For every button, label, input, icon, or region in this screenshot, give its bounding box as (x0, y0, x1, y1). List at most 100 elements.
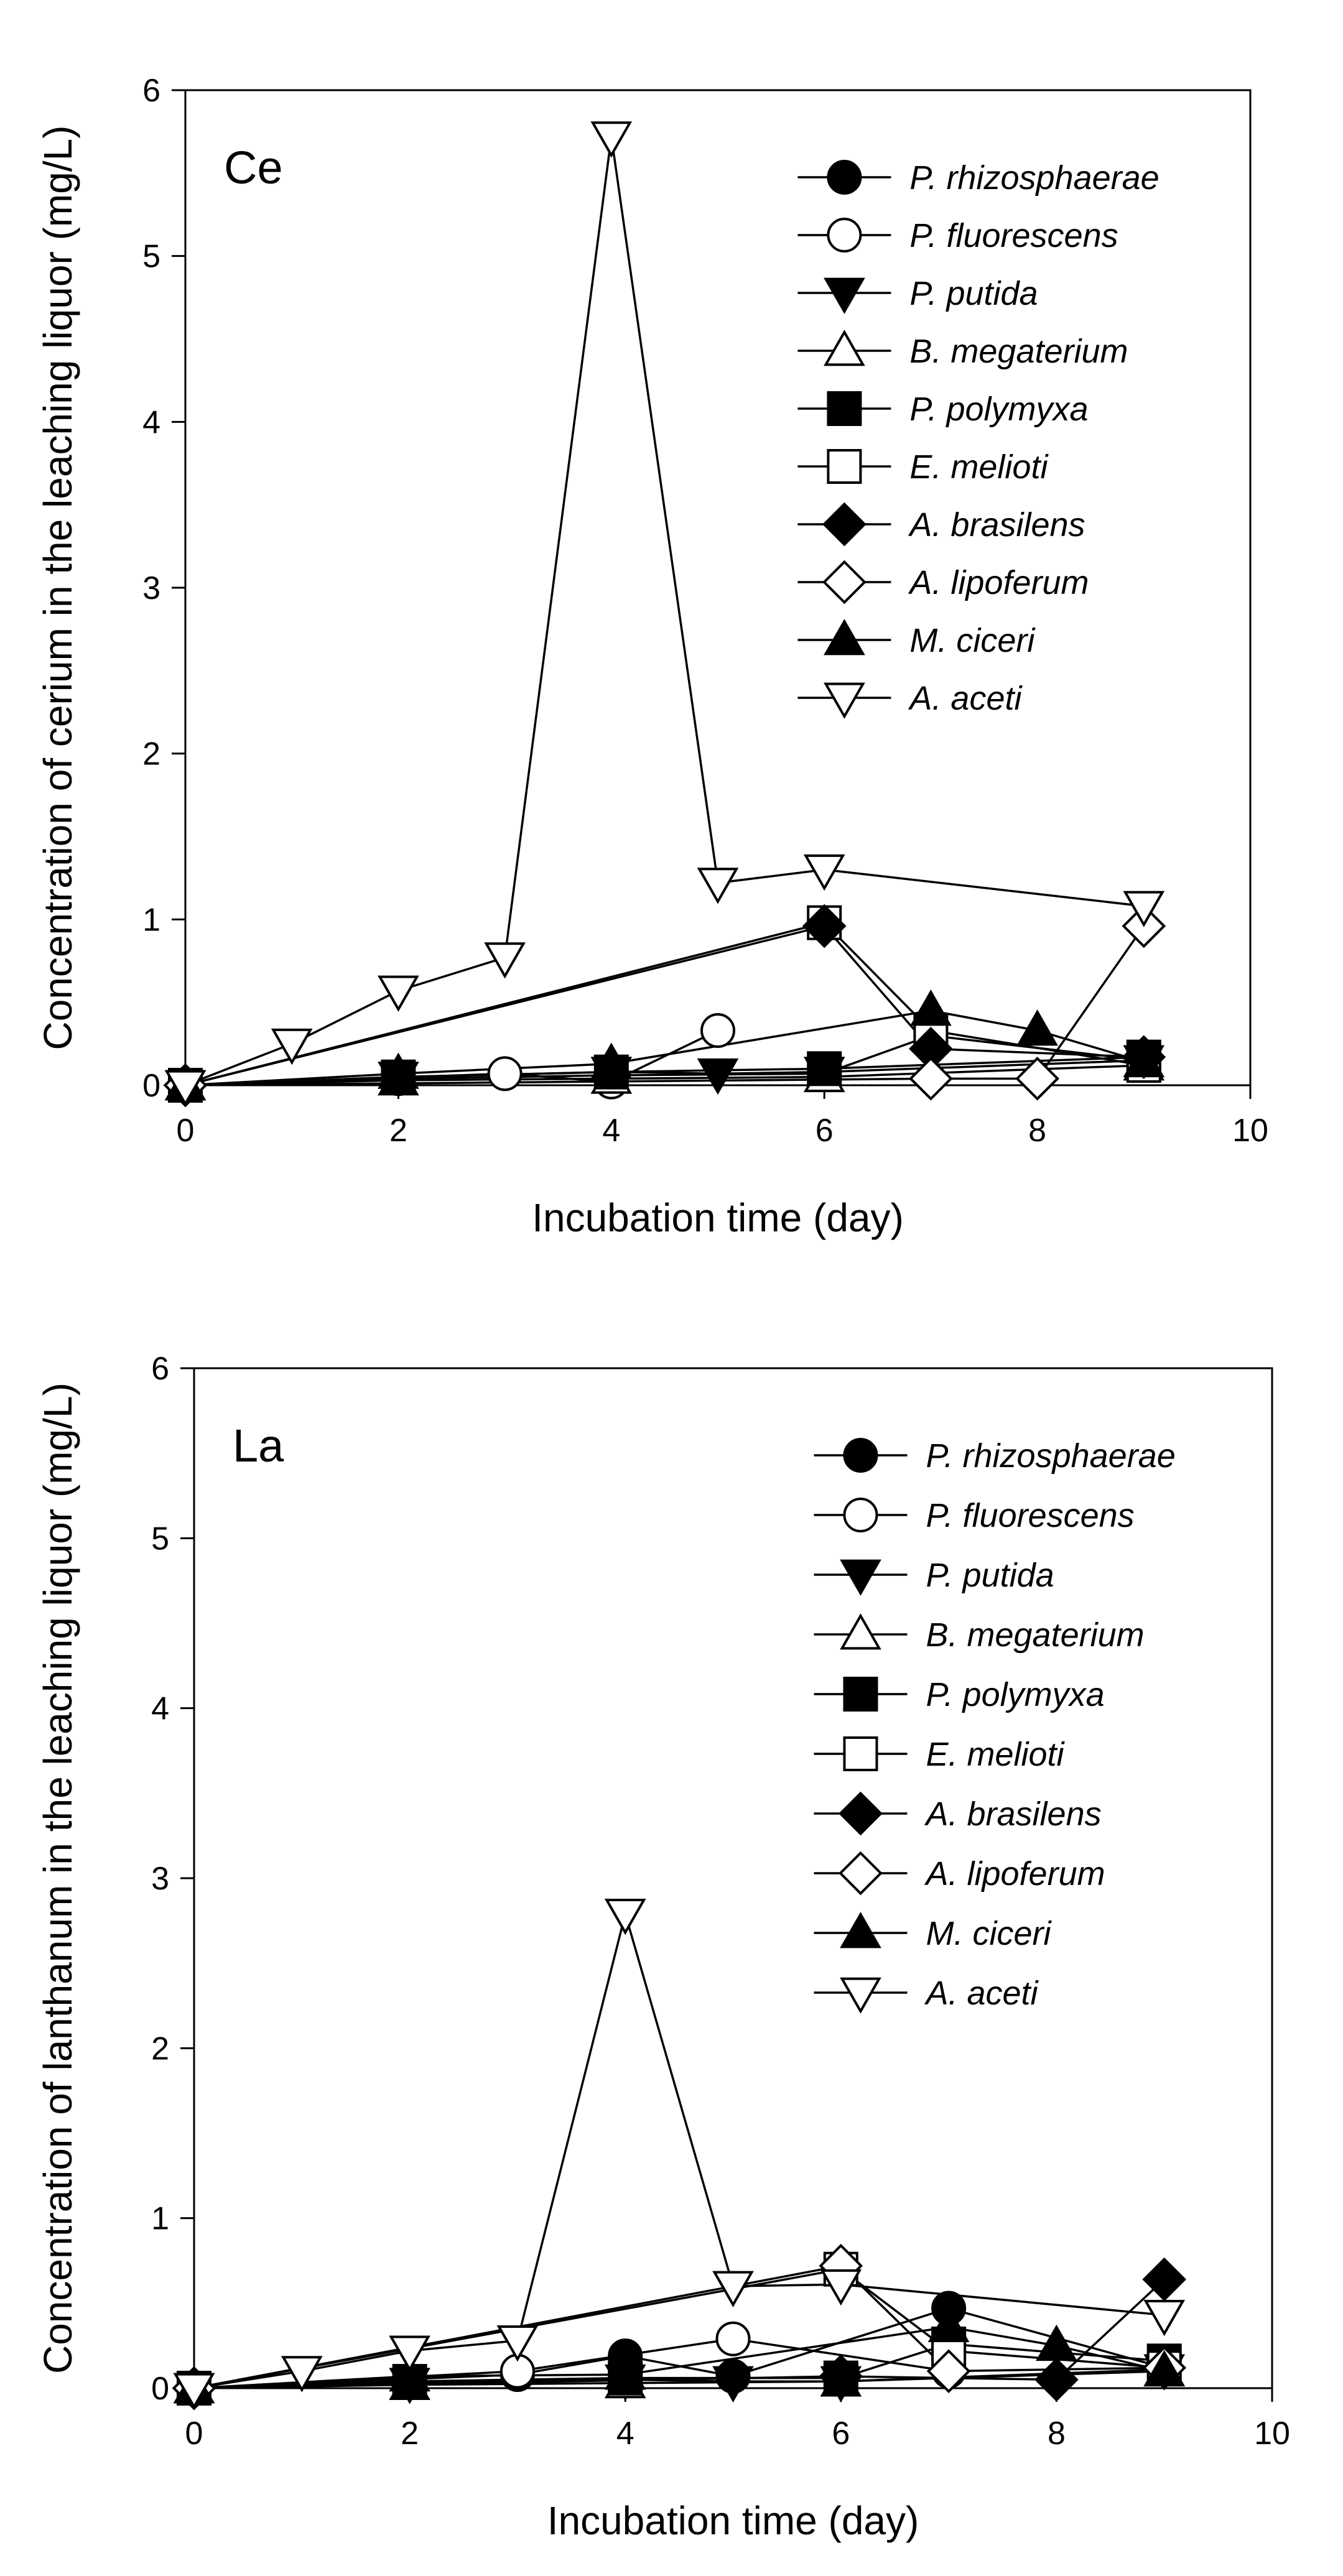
series-a-aceti (173, 1898, 1186, 2409)
y-tick-label: 0 (151, 2371, 169, 2407)
legend-marker-p-putida (840, 1559, 881, 1596)
legend-label: P. putida (909, 275, 1038, 312)
legend-item-a-brasilens: A. brasilens (797, 502, 1085, 547)
y-tick-label: 3 (151, 1861, 169, 1897)
data-point-a-lipoferum (1015, 1057, 1059, 1101)
data-point-m-ciceri (1016, 1009, 1058, 1046)
legend-label: P. polymyxa (926, 1676, 1104, 1713)
legend-label: P. polymyxa (909, 391, 1088, 428)
y-tick-label: 2 (151, 2031, 169, 2067)
x-tick-label: 0 (185, 2416, 203, 2452)
legend-marker-m-ciceri (840, 1912, 881, 1948)
legend-label: P. rhizosphaerae (909, 159, 1159, 197)
legend-label: P. putida (926, 1557, 1054, 1594)
legend-item-p-rhizosphaerae: P. rhizosphaerae (814, 1437, 1176, 1475)
legend-item-a-brasilens: A. brasilens (814, 1791, 1102, 1836)
legend-label: A. brasilens (908, 506, 1085, 544)
x-tick-label: 0 (177, 1113, 195, 1149)
legend-item-a-lipoferum: A. lipoferum (797, 560, 1089, 605)
data-point-m-ciceri (590, 1042, 633, 1079)
data-point-a-aceti (173, 2373, 215, 2409)
y-tick-label: 0 (142, 1068, 160, 1104)
legend-label: E. melioti (909, 448, 1049, 486)
series-line-a-brasilens (185, 925, 1144, 1086)
y-tick-label: 1 (142, 902, 160, 938)
panel-label: Ce (224, 142, 283, 193)
data-point-a-aceti (1143, 2300, 1186, 2337)
x-tick-label: 4 (602, 1113, 620, 1149)
data-point-p-fluorescens (700, 1013, 735, 1048)
legend-item-p-fluorescens: P. fluorescens (814, 1497, 1135, 1534)
data-point-a-aceti (712, 2271, 754, 2307)
legend-label: P. fluorescens (926, 1497, 1134, 1534)
legend-item-a-aceti: A. aceti (797, 680, 1023, 719)
y-axis-title: Concentration of lanthanum in the leachi… (35, 1383, 80, 2374)
legend-marker-a-aceti (824, 682, 865, 719)
data-point-m-ciceri (604, 2353, 646, 2390)
panel-label: La (233, 1420, 284, 1471)
legend-label: P. fluorescens (909, 217, 1118, 254)
legend-item-b-megaterium: B. megaterium (814, 1613, 1145, 1654)
data-point-a-aceti (496, 2325, 539, 2362)
data-point-a-lipoferum (926, 2349, 971, 2393)
legend-marker-m-ciceri (824, 619, 865, 656)
legend-item-a-lipoferum: A. lipoferum (814, 1851, 1105, 1896)
legend-marker-a-lipoferum (839, 1851, 883, 1896)
legend-item-m-ciceri: M. ciceri (814, 1912, 1052, 1952)
data-point-a-brasilens (819, 2354, 863, 2399)
legend-item-b-megaterium: B. megaterium (797, 330, 1128, 370)
legend-label: A. brasilens (924, 1795, 1101, 1833)
y-tick-label: 3 (142, 570, 160, 606)
y-tick-label: 1 (151, 2201, 169, 2237)
series-line-a-lipoferum (185, 925, 1145, 1086)
legend-marker-e-melioti (843, 1736, 878, 1771)
data-point-a-lipoferum (909, 1057, 953, 1101)
legend-item-e-melioti: E. melioti (797, 448, 1049, 486)
data-point-a-aceti (820, 2269, 862, 2306)
data-point-p-fluorescens (487, 1056, 523, 1091)
data-point-a-aceti (1123, 891, 1165, 927)
data-point-m-ciceri (1036, 2324, 1077, 2361)
data-point-m-ciceri (927, 2305, 970, 2343)
legend-marker-a-aceti (840, 1977, 881, 2014)
series-line-m-ciceri (193, 2325, 1165, 2389)
legend-marker-a-lipoferum (822, 560, 867, 605)
legend-marker-a-brasilens (839, 1791, 883, 1836)
chart-panel-la: 0 2 4 6 8 10 0 1 2 3 4 5 6 Incubation time (day) Conce… (35, 1351, 1290, 2543)
series-a-aceti (164, 121, 1165, 1106)
data-point-a-aceti (271, 1028, 313, 1065)
data-point-p-putida (697, 1058, 739, 1095)
legend-marker-p-rhizosphaerae (827, 160, 862, 195)
legend-label: A. aceti (908, 680, 1023, 717)
y-tick-label: 5 (142, 239, 160, 275)
data-point-m-ciceri (1123, 1040, 1165, 1078)
legend-label: P. rhizosphaerae (926, 1437, 1175, 1475)
legend-marker-b-megaterium (840, 1613, 881, 1650)
legend-item-p-putida: P. putida (797, 275, 1038, 314)
legend-marker-p-putida (824, 277, 865, 314)
data-point-m-ciceri (910, 989, 952, 1026)
x-tick-label: 4 (616, 2416, 634, 2452)
data-point-a-brasilens (802, 904, 847, 948)
series-line-a-aceti (193, 1909, 1164, 2389)
legend-marker-p-rhizosphaerae (843, 1438, 878, 1473)
data-point-a-aceti (164, 1070, 207, 1106)
x-tick-label: 10 (1232, 1113, 1268, 1149)
data-point-p-fluorescens (715, 2321, 751, 2356)
x-tick-label: 10 (1254, 2416, 1290, 2452)
y-tick-label: 2 (142, 736, 160, 772)
legend-marker-b-megaterium (824, 330, 865, 366)
legend-item-p-polymyxa: P. polymyxa (797, 391, 1089, 428)
y-tick-label: 4 (142, 404, 160, 440)
data-point-p-putida (712, 2366, 754, 2402)
data-point-a-aceti (697, 868, 739, 904)
legend-marker-p-polymyxa (827, 391, 862, 426)
legend-item-a-aceti: A. aceti (814, 1975, 1039, 2014)
legend: P. rhizosphaerae P. fluorescens P. putida B… (797, 159, 1159, 719)
data-point-a-aceti (484, 942, 526, 979)
data-point-a-aceti (281, 2356, 323, 2393)
legend: P. rhizosphaerae P. fluorescens P. putida B… (814, 1437, 1176, 2014)
x-tick-label: 8 (1028, 1113, 1046, 1149)
chart-panel-ce: 0 2 4 6 8 10 0 1 2 3 4 5 6 Incubation time (day) Conce… (35, 73, 1268, 1240)
x-tick-label: 6 (832, 2416, 850, 2452)
